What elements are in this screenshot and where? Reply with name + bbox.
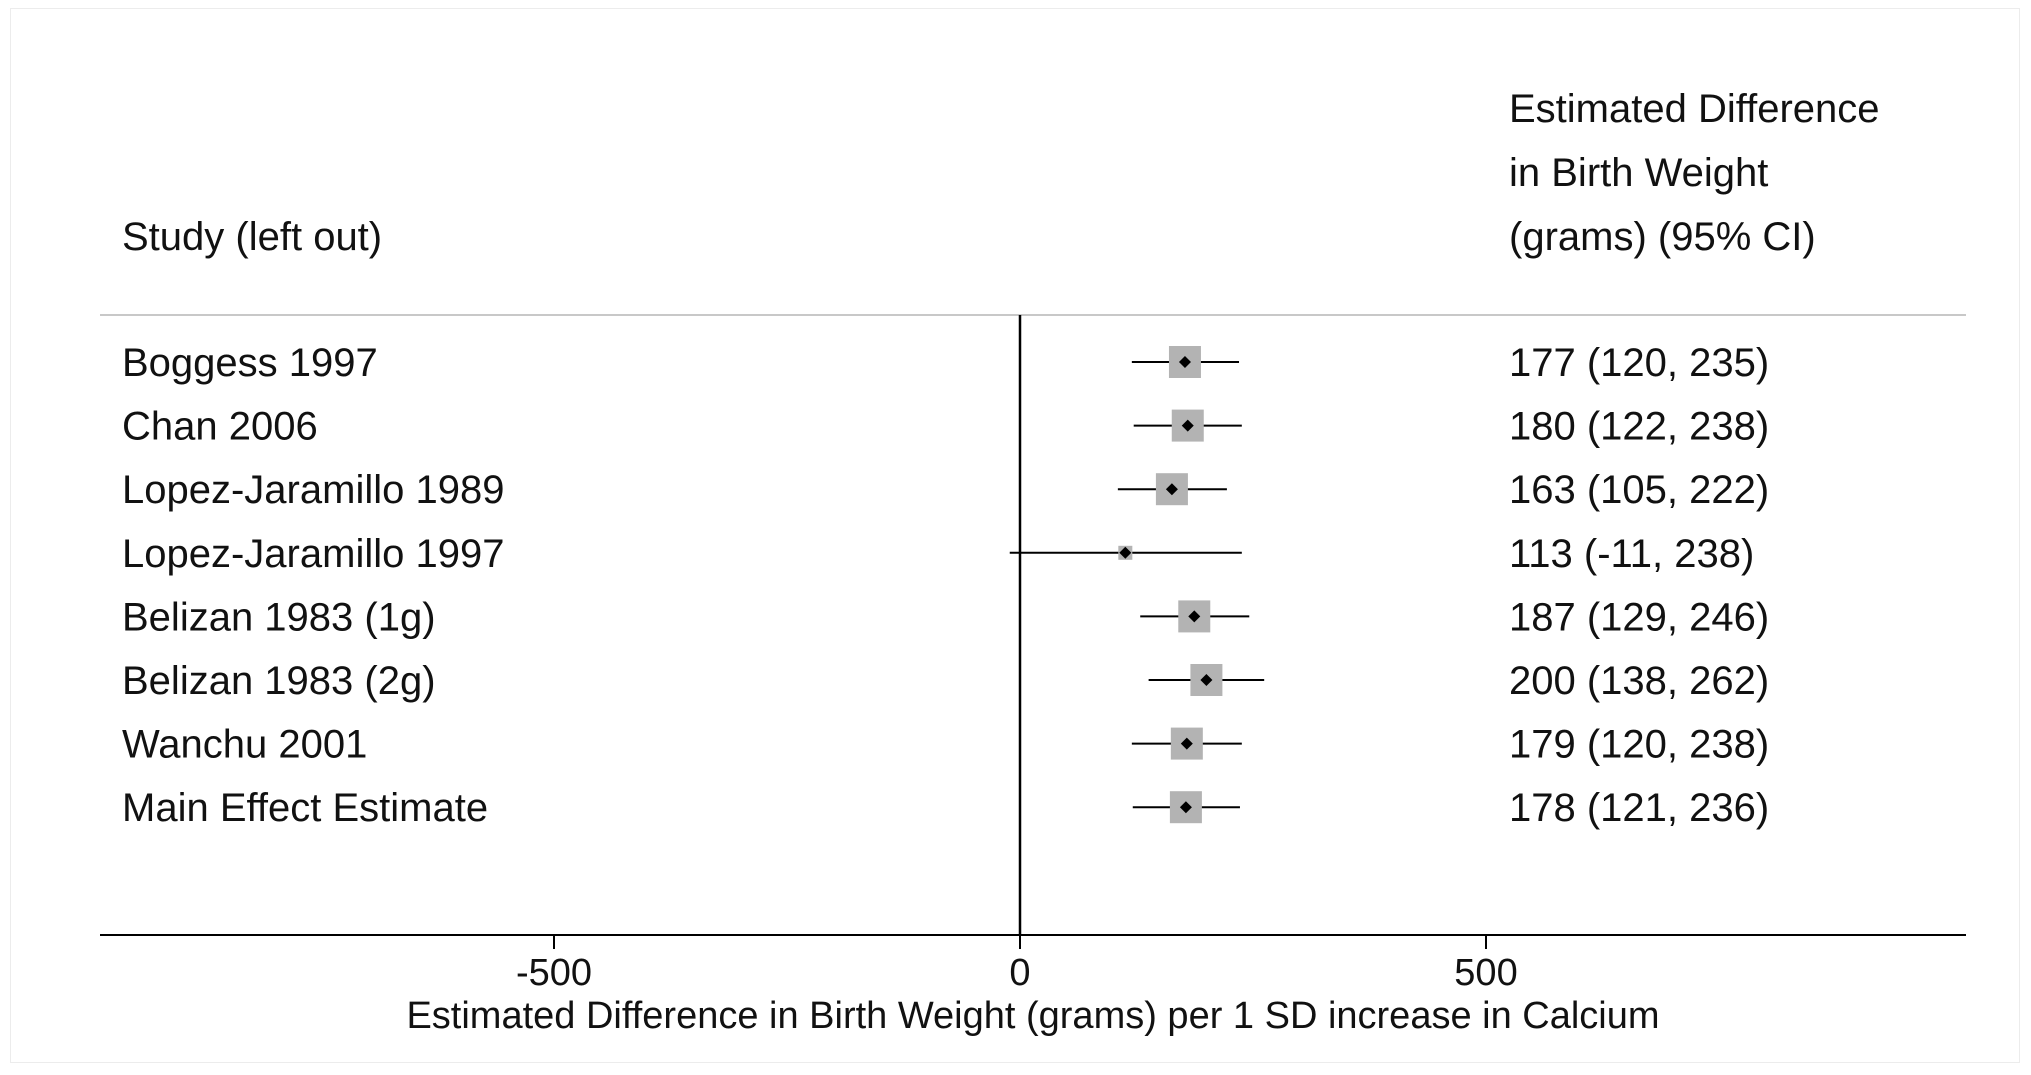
estimate-label: 187 (129, 246): [1509, 595, 1769, 639]
point-estimate-marker: [1188, 610, 1201, 623]
point-estimate-marker: [1179, 801, 1192, 814]
study-label: Boggess 1997: [122, 341, 378, 385]
x-tick-label: 0: [1009, 952, 1030, 994]
forest-row: Belizan 1983 (2g) 200 (138, 262): [122, 659, 1769, 703]
x-axis-title: Estimated Difference in Birth Weight (gr…: [406, 995, 1659, 1037]
estimate-label: 163 (105, 222): [1509, 468, 1769, 512]
x-tick-label: -500: [516, 952, 592, 994]
estimate-column-header-line-2: in Birth Weight: [1509, 151, 1768, 195]
study-label: Lopez-Jaramillo 1997: [122, 532, 504, 576]
estimate-label: 177 (120, 235): [1509, 341, 1769, 385]
study-label: Chan 2006: [122, 405, 318, 449]
study-label: Lopez-Jaramillo 1989: [122, 468, 504, 512]
study-label: Wanchu 2001: [122, 723, 367, 767]
estimate-label: 179 (120, 238): [1509, 723, 1769, 767]
study-label: Belizan 1983 (2g): [122, 659, 436, 703]
point-estimate-marker: [1178, 356, 1191, 368]
forest-row: Lopez-Jaramillo 1989 163 (105, 222): [122, 468, 1769, 512]
point-estimate-marker: [1165, 483, 1178, 496]
point-estimate-marker: [1200, 674, 1213, 686]
point-estimate-marker: [1119, 546, 1132, 559]
estimate-label: 113 (-11, 238): [1509, 532, 1754, 576]
page-frame: [10, 8, 2020, 1063]
x-axis-ticks: -500 0 500: [516, 935, 1518, 994]
point-estimate-marker: [1180, 737, 1193, 750]
forest-row: Main Effect Estimate 178 (121, 236): [122, 786, 1769, 830]
study-column-header: Study (left out): [122, 215, 382, 259]
forest-rows: Boggess 1997 177 (120, 235) Chan 2006 180 (…: [122, 341, 1769, 830]
estimate-label: 178 (121, 236): [1509, 786, 1769, 830]
estimate-label: 200 (138, 262): [1509, 659, 1769, 703]
forest-row: Lopez-Jaramillo 1997 113 (-11, 238): [122, 532, 1754, 576]
forest-row: Chan 2006 180 (122, 238): [122, 405, 1769, 449]
estimate-column-header-line-3: (grams) (95% CI): [1509, 215, 1816, 259]
forest-row: Boggess 1997 177 (120, 235): [122, 341, 1769, 385]
forest-row: Belizan 1983 (1g) 187 (129, 246): [122, 595, 1769, 639]
point-estimate-marker: [1181, 419, 1194, 432]
estimate-label: 180 (122, 238): [1509, 405, 1769, 449]
study-label: Main Effect Estimate: [122, 786, 488, 830]
x-tick-label: 500: [1454, 952, 1517, 994]
estimate-column-header-line-1: Estimated Difference: [1509, 87, 1880, 131]
forest-row: Wanchu 2001 179 (120, 238): [122, 723, 1769, 767]
study-label: Belizan 1983 (1g): [122, 595, 436, 639]
